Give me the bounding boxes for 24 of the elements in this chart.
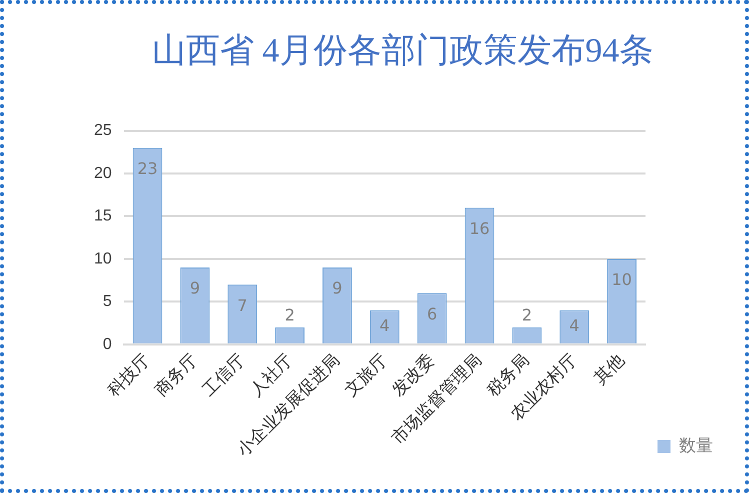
- data-label: 4: [380, 316, 390, 335]
- data-label: 2: [284, 305, 295, 324]
- data-label: 10: [612, 270, 632, 290]
- data-label: 9: [332, 278, 342, 298]
- data-label: 2: [522, 305, 532, 324]
- legend-label: 数量: [679, 436, 713, 455]
- x-tick-label: 商务厅: [151, 350, 201, 400]
- data-label: 6: [426, 304, 438, 324]
- y-tick-label: 20: [94, 164, 112, 182]
- y-tick-label: 25: [94, 122, 112, 140]
- data-label: 23: [137, 159, 158, 178]
- x-tick-label: 其他: [590, 350, 628, 388]
- y-tick-label: 5: [102, 293, 112, 310]
- x-tick-label: 科技厅: [104, 350, 154, 400]
- y-tick-label: 0: [102, 336, 112, 353]
- data-label: 7: [237, 296, 248, 315]
- y-tick-label: 15: [94, 208, 112, 225]
- y-tick-label: 10: [94, 250, 112, 268]
- data-label: 16: [469, 218, 490, 238]
- chart-title: 山西省 4月份各部门政策发布94条: [152, 32, 654, 70]
- x-tick-label: 工信厅: [198, 350, 248, 400]
- x-tick-label: 文旅厅: [341, 350, 391, 400]
- data-label: 4: [569, 316, 580, 335]
- data-label: 9: [190, 278, 200, 298]
